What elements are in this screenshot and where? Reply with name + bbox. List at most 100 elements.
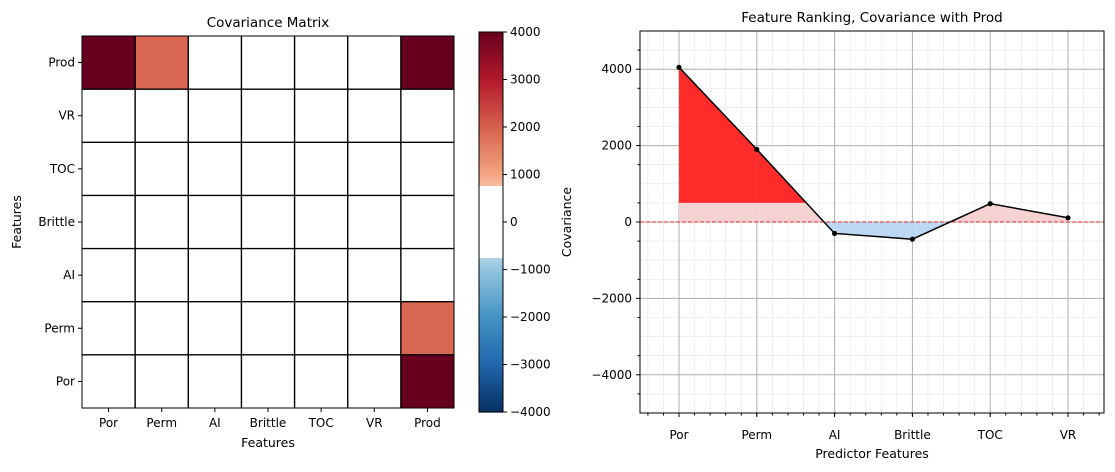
- colorbar-segment: [479, 172, 503, 175]
- colorbar-segment: [479, 166, 503, 169]
- colorbar-segment: [479, 40, 503, 43]
- colorbar-segment: [479, 128, 503, 131]
- data-point: [987, 201, 993, 207]
- colorbar-segment: [479, 360, 503, 363]
- heatmap-cell: [82, 354, 136, 409]
- colorbar-segment: [479, 398, 503, 401]
- heatmap-cell: [82, 89, 136, 143]
- colorbar-segment: [479, 384, 503, 387]
- colorbar-segment: [479, 392, 503, 395]
- heatmap-cell: [400, 354, 455, 409]
- colorbar-segment: [479, 174, 503, 177]
- heatmap-cell: [82, 142, 136, 196]
- heatmap-cells: [82, 36, 455, 409]
- heatmap-y-tick-label: Brittle: [38, 215, 75, 229]
- colorbar-segment: [479, 54, 503, 57]
- heatmap-x-ticks: Por Perm AI Brittle TOC VR Prod: [99, 408, 441, 430]
- colorbar-segment: [479, 206, 503, 209]
- colorbar-segment: [479, 196, 503, 199]
- colorbar-segment: [479, 100, 503, 103]
- colorbar-segment: [479, 396, 503, 399]
- colorbar-segment: [479, 324, 503, 327]
- colorbar-tick-label: −4000: [510, 405, 551, 419]
- heatmap-x-tick-label: AI: [209, 416, 221, 430]
- ranking-x-axis-label: Predictor Features: [815, 446, 929, 461]
- heatmap-cell: [241, 354, 295, 409]
- heatmap-x-tick-label: Por: [99, 416, 118, 430]
- colorbar-segment: [479, 154, 503, 157]
- x-tick-label: Brittle: [894, 428, 931, 442]
- covariance-series-points: [676, 64, 1071, 242]
- colorbar-segment: [479, 96, 503, 99]
- colorbar-segment: [479, 142, 503, 145]
- colorbar-segment: [479, 386, 503, 389]
- colorbar-tick-label: 4000: [510, 25, 541, 39]
- colorbar-segment: [479, 300, 503, 303]
- colorbar-segment: [479, 84, 503, 87]
- colorbar-segment: [479, 194, 503, 197]
- colorbar-segment: [479, 294, 503, 297]
- heatmap-cell: [347, 301, 402, 356]
- colorbar-gradient: [479, 32, 503, 413]
- colorbar-segment: [479, 344, 503, 347]
- colorbar-segment: [479, 216, 503, 219]
- colorbar-segment: [479, 328, 503, 331]
- x-tick-label: AI: [829, 428, 841, 442]
- colorbar-segment: [479, 32, 503, 35]
- heatmap-cell: [294, 142, 349, 196]
- colorbar-segment: [479, 304, 503, 307]
- heatmap-cell: [188, 142, 242, 196]
- ranking-panel: Feature Ranking, Covariance with Prod 40…: [559, 10, 1105, 461]
- colorbar-segment: [479, 292, 503, 295]
- colorbar-segment: [479, 112, 503, 115]
- weak-positive-fill: [679, 202, 757, 222]
- heatmap-cell: [347, 248, 402, 303]
- heatmap-y-tick-label: Por: [56, 374, 75, 388]
- colorbar-tick-label: −1000: [510, 263, 551, 277]
- heatmap-cell: [135, 301, 189, 356]
- colorbar-segment: [479, 332, 503, 335]
- colorbar-segment: [479, 238, 503, 241]
- colorbar-segment: [479, 232, 503, 235]
- weak-positive-fill: [756, 202, 824, 222]
- colorbar-tick-label: −3000: [510, 358, 551, 372]
- heatmap-y-tick-label: Perm: [44, 321, 75, 335]
- heatmap-cell: [400, 89, 455, 143]
- colorbar-segment: [479, 176, 503, 179]
- heatmap-x-axis-label: Features: [241, 435, 295, 450]
- colorbar-segment: [479, 388, 503, 391]
- colorbar-segment: [479, 308, 503, 311]
- colorbar-segment: [479, 354, 503, 357]
- colorbar-segment: [479, 210, 503, 213]
- heatmap-cell: [294, 89, 349, 143]
- colorbar-segment: [479, 214, 503, 217]
- heatmap-cell: [294, 301, 349, 356]
- colorbar-segment: [479, 72, 503, 75]
- y-tick-label: 0: [624, 215, 632, 229]
- colorbar-segment: [479, 150, 503, 153]
- colorbar-segment: [479, 314, 503, 317]
- colorbar-segment: [479, 260, 503, 263]
- heatmap-y-axis-label: Features: [9, 195, 24, 249]
- heatmap-cell: [347, 195, 402, 249]
- colorbar: 4000 3000 2000 1000 0 −1000 −2000 −3000 −4000: [478, 25, 551, 419]
- colorbar-segment: [479, 248, 503, 251]
- y-tick-label: −2000: [591, 291, 632, 305]
- colorbar-segment: [479, 78, 503, 81]
- colorbar-segment: [479, 378, 503, 381]
- colorbar-segment: [479, 350, 503, 353]
- colorbar-segment: [479, 276, 503, 279]
- colorbar-segment: [479, 356, 503, 359]
- heatmap-cell: [188, 354, 242, 409]
- colorbar-segment: [479, 230, 503, 233]
- colorbar-segment: [479, 296, 503, 299]
- colorbar-segment: [479, 342, 503, 345]
- colorbar-segment: [479, 400, 503, 403]
- colorbar-segment: [479, 60, 503, 63]
- colorbar-segment: [479, 190, 503, 193]
- colorbar-segment: [479, 312, 503, 315]
- colorbar-segment: [479, 152, 503, 155]
- colorbar-segment: [479, 136, 503, 139]
- colorbar-segment: [479, 168, 503, 171]
